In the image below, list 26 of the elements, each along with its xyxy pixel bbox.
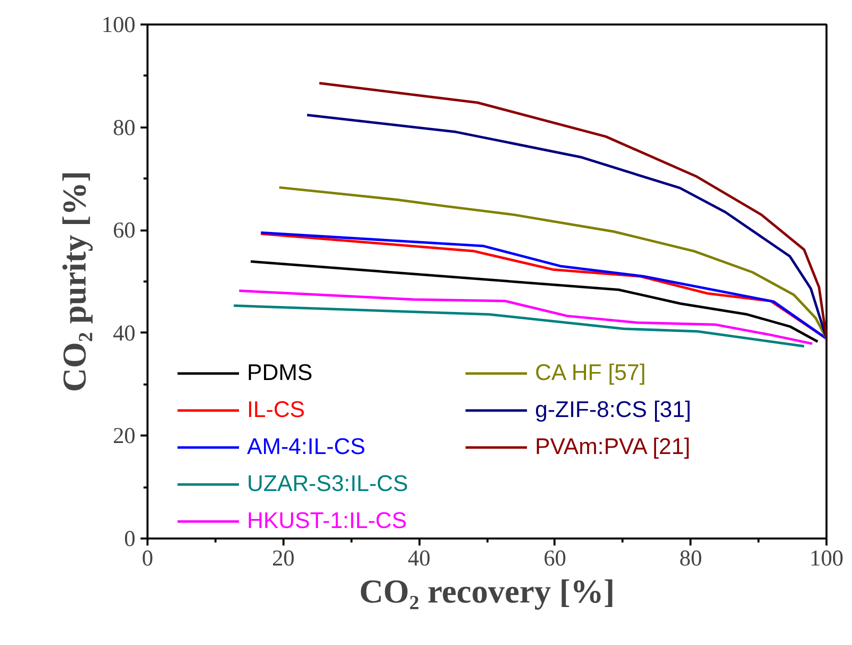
- x-tick-label: 20: [272, 546, 295, 570]
- line-series: [238, 290, 814, 345]
- legend-label: PDMS: [247, 359, 312, 386]
- y-tick-label: 100: [102, 12, 136, 37]
- y-tick-label: 0: [124, 526, 136, 551]
- legend-label: PVAm:PVA [21]: [535, 433, 690, 460]
- legend-label: IL-CS: [247, 396, 305, 423]
- y-tick-label: 60: [112, 218, 136, 243]
- line-series: [278, 186, 826, 340]
- legend-label: CA HF [57]: [535, 359, 646, 386]
- y-axis-title: CO₂ purity [%]: [56, 170, 94, 392]
- y-tick-label: 80: [112, 114, 136, 140]
- line-series: [232, 304, 806, 348]
- x-tick-label: 100: [810, 546, 844, 570]
- x-tick-label: 40: [408, 546, 430, 570]
- x-tick-label: 0: [142, 546, 154, 570]
- x-tick-label: 60: [544, 546, 566, 570]
- legend-label: UZAR-S3:IL-CS: [247, 470, 408, 497]
- legend-label: AM-4:IL-CS: [247, 433, 366, 460]
- line-series: [249, 260, 819, 343]
- legend-label: HKUST-1:IL-CS: [247, 507, 407, 534]
- legend-label: g-ZIF-8:CS [31]: [535, 396, 692, 423]
- x-tick-label: 80: [679, 546, 702, 570]
- x-axis-title: CO₂ recovery [%]: [359, 574, 615, 610]
- y-tick-label: 40: [112, 320, 136, 346]
- y-tick-label: 20: [112, 423, 136, 448]
